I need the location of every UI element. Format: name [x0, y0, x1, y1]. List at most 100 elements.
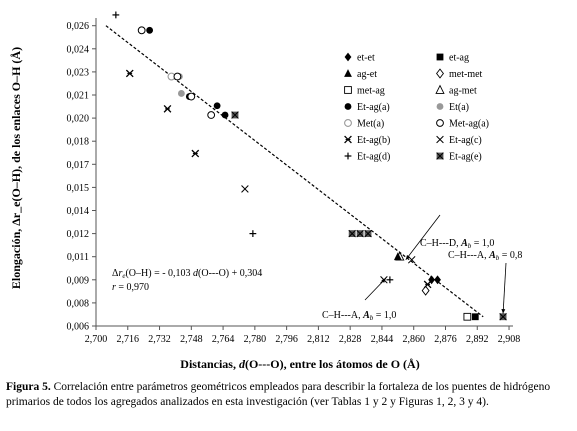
x-tick-label: 2,732 — [148, 334, 171, 345]
data-point-et-ag-b — [423, 280, 432, 289]
data-point-et-ag-d — [386, 276, 394, 284]
y-tick-label: 0,018 — [67, 137, 90, 148]
legend-marker — [436, 53, 444, 61]
x-tick-label: 2,780 — [244, 334, 267, 345]
x-tick-label: 2,764 — [212, 334, 235, 345]
data-point-et-ag-b — [191, 149, 200, 158]
x-tick-label: 2,716 — [117, 334, 140, 345]
annotations: C–H---D, Ab = 1,0C–H---A, Ab = 0,8 C–H---… — [322, 214, 522, 322]
annotation-arrowhead — [405, 254, 411, 260]
legend-marker — [344, 152, 352, 160]
legend-marker — [436, 103, 444, 110]
legend-entry: Et-ag(c) — [449, 135, 482, 146]
legend-marker — [436, 152, 444, 160]
data-point-et-ag — [471, 313, 479, 321]
legend-entry: Et-ag(d) — [357, 152, 390, 163]
y-tick-label: 0,020 — [67, 114, 90, 125]
data-point-et-ag-a — [213, 102, 221, 110]
data-point-et-ag-e — [348, 229, 356, 238]
annotation-arrow — [405, 214, 441, 261]
data-points — [112, 11, 507, 321]
data-point-met-ag-a — [207, 111, 216, 119]
legend-entry: Et(a) — [449, 102, 469, 113]
x-tick-label: 2,748 — [180, 334, 203, 345]
data-point-met-ag-a — [137, 26, 146, 35]
equation-label: Δre(O–H) = - 0,103 d(O---O) + 0,304 — [112, 268, 262, 280]
x-tick-label: 2,828 — [339, 334, 362, 345]
annotation-label: C–H---A, Ab = 1,0 — [322, 310, 396, 322]
y-tick-label: 0,026 — [67, 21, 90, 32]
x-axis-label: Distancias, d(O---O), entre los átomos d… — [180, 357, 419, 371]
y-tick-label: 0,015 — [67, 183, 90, 194]
y-tick-label: 0,012 — [67, 229, 90, 240]
annotation-label: C–H---A, Ab = 0,8 — [448, 250, 522, 262]
data-point-et-ag-b — [163, 105, 172, 113]
y-tick-label: 0,024 — [67, 44, 90, 55]
legend-marker — [436, 135, 444, 144]
data-point-et-a — [177, 90, 185, 97]
caption-text: Correlación entre parámetros geométricos… — [6, 381, 551, 408]
legend-entry: met-ag — [357, 86, 385, 97]
legend-marker — [344, 103, 352, 110]
y-tick-label: 0,021 — [67, 91, 90, 102]
data-point-ag-met — [395, 251, 405, 261]
legend-marker — [436, 68, 444, 79]
legend-entry: Et-ag(e) — [449, 152, 482, 163]
correlation-chart: 2,700 2,716 2,732 2,748 2,764 2,780 2,796 2,812… — [9, 11, 522, 371]
annotation-arrow — [364, 277, 387, 301]
data-point-et-ag-d — [112, 11, 120, 19]
legend-entry: Et-ag(a) — [357, 102, 390, 113]
legend: et-et et-ag ag-et met-met met-ag ag-met Et-ag(… — [344, 53, 489, 163]
legend-marker — [435, 84, 445, 94]
data-point-met-met — [421, 285, 430, 296]
annotation-arrowhead — [501, 308, 506, 314]
r-value-label: r = 0,970 — [112, 282, 149, 293]
data-point-et-ag-b — [125, 69, 134, 78]
data-point-et-ag-e — [231, 111, 239, 119]
x-tick-label: 2,700 — [85, 334, 108, 345]
data-point-met-ag — [463, 312, 472, 321]
y-tick-label: 0,014 — [67, 206, 90, 217]
legend-entry: met-met — [449, 69, 483, 80]
data-point-et-ag-e — [364, 229, 372, 238]
y-axis-label: Elongación, Δr_e(O–H), de los enlaces O–… — [9, 47, 23, 289]
data-point-et-ag-d — [249, 230, 257, 237]
annotation-arrowhead — [381, 278, 386, 283]
legend-entry: et-et — [357, 53, 375, 64]
y-tick-label: 0,023 — [67, 67, 90, 78]
legend-entry: Met(a) — [357, 119, 384, 130]
legend-entry: ag-met — [449, 86, 477, 97]
annotation-label: C–H---D, Ab = 1,0 — [420, 238, 494, 250]
legend-entry: Et-ag(b) — [357, 135, 390, 146]
y-tick-label: 0,017 — [67, 160, 90, 171]
data-point-et-et — [434, 275, 441, 285]
data-point-et-ag-e — [499, 313, 507, 321]
legend-entry: et-ag — [449, 53, 469, 64]
legend-entry: ag-et — [357, 69, 377, 80]
y-tick-label: 0,011 — [67, 252, 89, 263]
data-point-et-ag-a — [221, 111, 229, 119]
x-tick-label: 2,812 — [307, 334, 330, 345]
data-point-et-ag-e — [356, 229, 364, 238]
data-point-met-ag-a — [187, 92, 196, 101]
data-point-et-ag-c — [241, 185, 249, 193]
x-tick-label: 2,892 — [466, 334, 489, 345]
data-point-met-ag-a — [173, 72, 182, 81]
x-tick-label: 2,796 — [275, 334, 298, 345]
caption-label: Figura 5. — [6, 381, 51, 393]
x-tick-label: 2,876 — [434, 334, 457, 345]
data-point-et-ag-a — [146, 26, 154, 34]
legend-entry: Met-ag(a) — [449, 119, 489, 130]
legend-marker — [344, 86, 352, 94]
legend-marker — [344, 52, 352, 62]
trendline — [105, 25, 484, 318]
y-tick-label: 0,006 — [67, 322, 90, 333]
x-axis-ticks: 2,700 2,716 2,732 2,748 2,764 2,780 2,796 2,812… — [85, 326, 521, 345]
legend-marker — [344, 135, 352, 144]
x-tick-label: 2,908 — [498, 334, 521, 345]
legend-marker — [344, 119, 352, 127]
legend-marker — [344, 69, 352, 77]
annotation-arrow — [502, 262, 507, 314]
y-tick-label: 0,008 — [67, 298, 90, 309]
y-axis-ticks: 0,006 0,008 0,009 0,011 0,012 0,014 0,015 0,017… — [67, 21, 96, 333]
